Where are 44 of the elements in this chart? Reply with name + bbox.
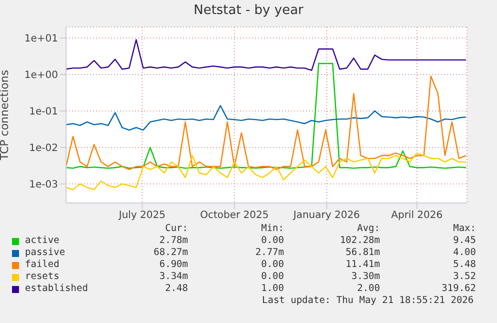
y-tick-label: 1e-02	[29, 142, 58, 154]
text: 319.62	[440, 283, 476, 295]
text: 68.27m	[152, 247, 188, 259]
text: 3.34m	[158, 271, 188, 283]
text: 9.45	[452, 235, 476, 247]
text: 1.00	[260, 283, 284, 295]
text: 6.90m	[158, 259, 188, 271]
legend-label: passive	[25, 247, 66, 259]
text: 4.00	[452, 247, 476, 259]
text: 2.78m	[158, 235, 188, 247]
line-series	[66, 152, 467, 190]
text: Last update: Thu May 21 18:55:21 2026	[261, 295, 475, 307]
text: Min:	[260, 223, 284, 235]
chart-title: Netstat - by year	[192, 3, 304, 18]
text: Max:	[452, 223, 476, 235]
legend-label: failed	[25, 259, 60, 271]
x-tick-label: October 2025	[200, 210, 269, 222]
text: Avg:	[356, 223, 380, 235]
line-series	[66, 105, 467, 131]
y-tick-label: 1e-03	[29, 179, 58, 190]
legend-label: resets	[25, 271, 60, 283]
text: 2.77m	[254, 247, 284, 259]
text: 0.00	[260, 235, 284, 247]
y-tick-label: 1e+01	[24, 34, 58, 45]
text: 2.00	[356, 283, 380, 295]
text: 102.28m	[338, 235, 380, 247]
y-tick-label: 1e+00	[24, 70, 58, 82]
text: Cur:	[164, 223, 188, 235]
x-tick-label: January 2026	[292, 210, 360, 222]
legend-label: established	[25, 283, 89, 295]
y-axis-title: TCP connections	[0, 70, 11, 162]
text: 0.00	[260, 259, 284, 271]
text: 3.52	[452, 271, 476, 283]
line-series	[66, 39, 467, 71]
text: 3.30m	[350, 271, 380, 283]
text: 5.48	[452, 259, 476, 271]
y-tick-label: 1e-01	[29, 106, 58, 118]
x-tick-label: July 2025	[118, 210, 166, 222]
text: 0.00	[260, 271, 284, 283]
text: 2.48	[164, 283, 188, 295]
x-tick-label: April 2026	[391, 210, 443, 222]
text: 11.41m	[344, 259, 380, 271]
text: 56.81m	[344, 247, 380, 259]
legend-label: active	[25, 235, 60, 247]
